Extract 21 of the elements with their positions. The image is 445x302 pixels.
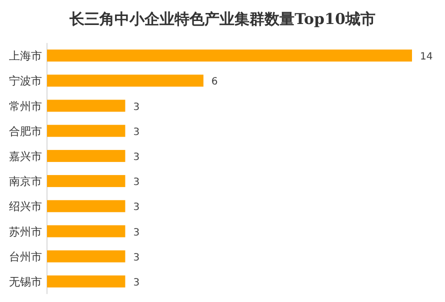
- y-tick-label: 绍兴市: [9, 200, 42, 214]
- data-label: 3: [133, 177, 140, 188]
- data-label: 3: [133, 227, 140, 238]
- y-tick-label: 无锡市: [9, 275, 42, 288]
- data-label: 6: [211, 76, 218, 88]
- y-tick-label: 南京市: [9, 175, 42, 188]
- data-label: 3: [133, 152, 140, 163]
- y-tick-label: 台州市: [9, 250, 42, 264]
- y-tick-label: 上海市: [9, 50, 42, 63]
- y-tick-label: 嘉兴市: [9, 150, 42, 163]
- y-tick-label: 合肥市: [9, 124, 42, 138]
- y-tick-label: 常州市: [9, 100, 42, 113]
- data-label: 14: [420, 52, 433, 63]
- data-label: 3: [133, 277, 140, 288]
- y-tick-label: 宁波市: [9, 74, 42, 88]
- data-label: 3: [133, 252, 140, 264]
- y-tick-label: 苏州市: [9, 225, 42, 238]
- data-label: 3: [133, 102, 140, 113]
- chart-title: 长三角中小企业特色产业集群数量Top10城市: [68, 10, 376, 28]
- data-label: 3: [133, 126, 140, 138]
- data-label: 3: [133, 202, 140, 214]
